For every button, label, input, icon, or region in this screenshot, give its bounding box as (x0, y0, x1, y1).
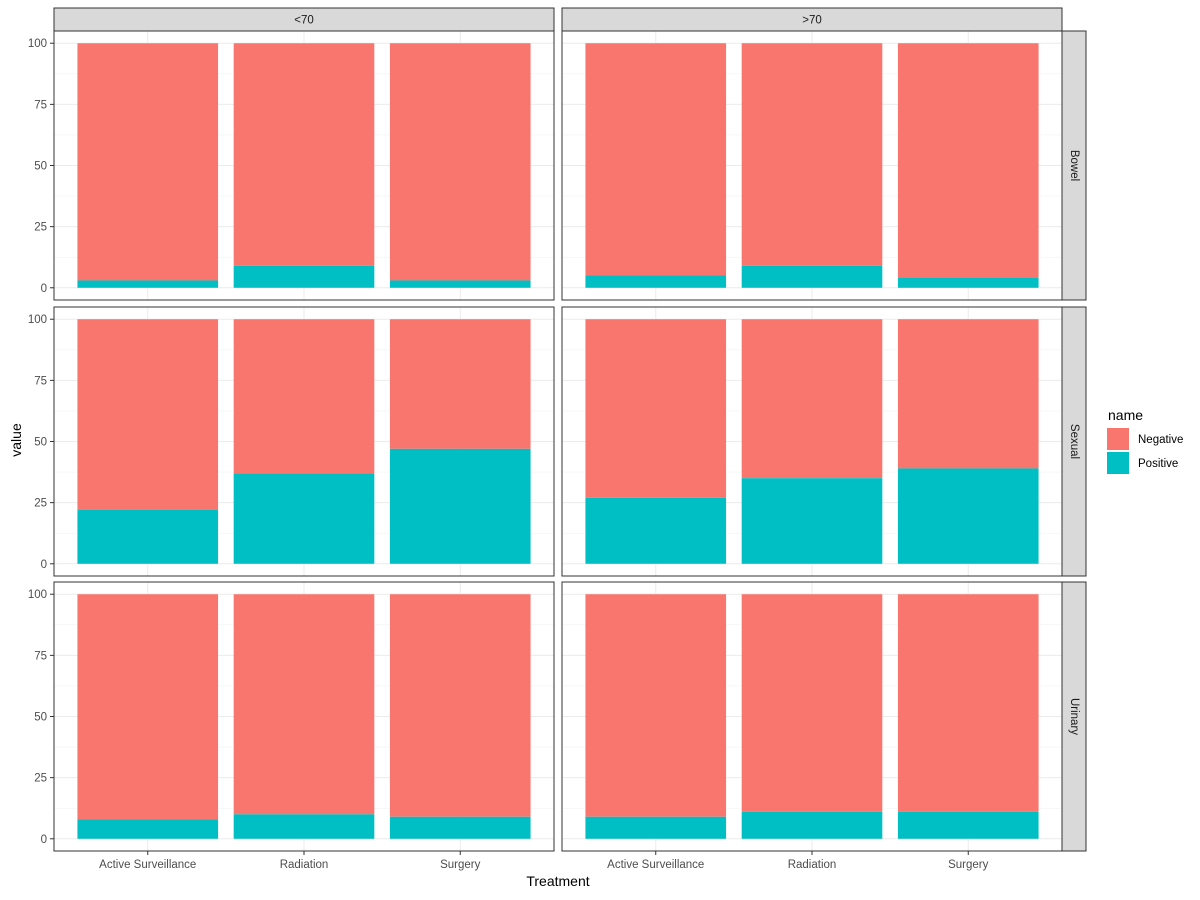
y-tick-label: 75 (34, 650, 47, 662)
y-tick-label: 0 (41, 834, 47, 846)
facet-strip-label: Urinary (1068, 698, 1080, 735)
bar-negative-surgery (389, 594, 531, 817)
x-tick-label: Surgery (948, 859, 989, 871)
bar-positive-active-surveillance (77, 509, 219, 564)
facet-strip-label: >70 (802, 15, 822, 27)
bar-positive-active-surveillance (585, 816, 727, 839)
facet-strip-label: <70 (294, 15, 314, 27)
y-tick-label: 50 (34, 161, 47, 173)
y-tick-label: 75 (34, 375, 47, 387)
legend-key-positive (1107, 452, 1129, 474)
bar-positive-surgery (389, 448, 531, 564)
bar-negative-surgery (897, 319, 1039, 469)
bar-positive-radiation (741, 811, 883, 839)
bar-negative-radiation (233, 43, 375, 266)
bar-negative-surgery (897, 43, 1039, 278)
bar-negative-radiation (233, 594, 375, 815)
y-tick-label: 50 (34, 712, 47, 724)
bar-negative-active-surveillance (585, 594, 727, 817)
y-tick-label: 100 (28, 589, 47, 601)
facet-strip-label: Sexual (1068, 424, 1080, 459)
legend-label-positive: Positive (1138, 458, 1178, 470)
y-tick-label: 25 (34, 773, 47, 785)
bar-positive-radiation (741, 478, 883, 564)
bar-positive-active-surveillance (77, 819, 219, 839)
x-tick-label: Radiation (280, 859, 329, 871)
bar-negative-radiation (741, 43, 883, 266)
legend-label-negative: Negative (1138, 434, 1183, 446)
y-tick-label: 25 (34, 222, 47, 234)
facet-strip-bowel (1061, 30, 1087, 301)
bar-positive-surgery (897, 468, 1039, 564)
x-axis-title: Treatment (526, 873, 589, 889)
bar-negative-active-surveillance (77, 594, 219, 820)
facet-strip-label: Bowel (1068, 150, 1080, 181)
y-tick-label: 100 (28, 314, 47, 326)
bar-negative-active-surveillance (585, 43, 727, 276)
x-tick-label: Surgery (440, 859, 481, 871)
bar-negative-surgery (389, 43, 531, 281)
bar-positive-active-surveillance (77, 280, 219, 288)
bar-positive-radiation (233, 265, 375, 288)
x-tick-label: Active Surveillance (99, 859, 196, 871)
y-tick-label: 50 (34, 437, 47, 449)
bar-positive-surgery (389, 280, 531, 288)
y-tick-label: 0 (41, 559, 47, 571)
legend-key-negative (1107, 428, 1129, 450)
bar-negative-radiation (741, 319, 883, 479)
bar-negative-surgery (897, 594, 1039, 812)
bar-positive-surgery (897, 811, 1039, 839)
facet-strip-urinary (1061, 581, 1087, 852)
bar-negative-radiation (233, 319, 375, 474)
bar-positive-surgery (389, 816, 531, 839)
y-tick-label: 100 (28, 38, 47, 50)
y-tick-label: 0 (41, 283, 47, 295)
bar-positive-active-surveillance (585, 497, 727, 564)
y-tick-label: 75 (34, 99, 47, 111)
bar-negative-active-surveillance (77, 43, 219, 281)
bar-positive-radiation (233, 473, 375, 564)
bar-negative-active-surveillance (77, 319, 219, 510)
bar-negative-radiation (741, 594, 883, 812)
bar-positive-surgery (897, 277, 1039, 288)
y-tick-label: 25 (34, 498, 47, 510)
panel-border (561, 306, 1063, 577)
bar-positive-active-surveillance (585, 275, 727, 288)
panel-border (561, 30, 1063, 301)
bar-negative-active-surveillance (585, 319, 727, 498)
legend-title: name (1108, 407, 1143, 423)
x-tick-label: Radiation (788, 859, 837, 871)
y-axis-title: value (8, 423, 24, 457)
bar-positive-radiation (741, 265, 883, 288)
x-tick-label: Active Surveillance (607, 859, 704, 871)
bar-negative-surgery (389, 319, 531, 449)
bar-positive-radiation (233, 814, 375, 839)
